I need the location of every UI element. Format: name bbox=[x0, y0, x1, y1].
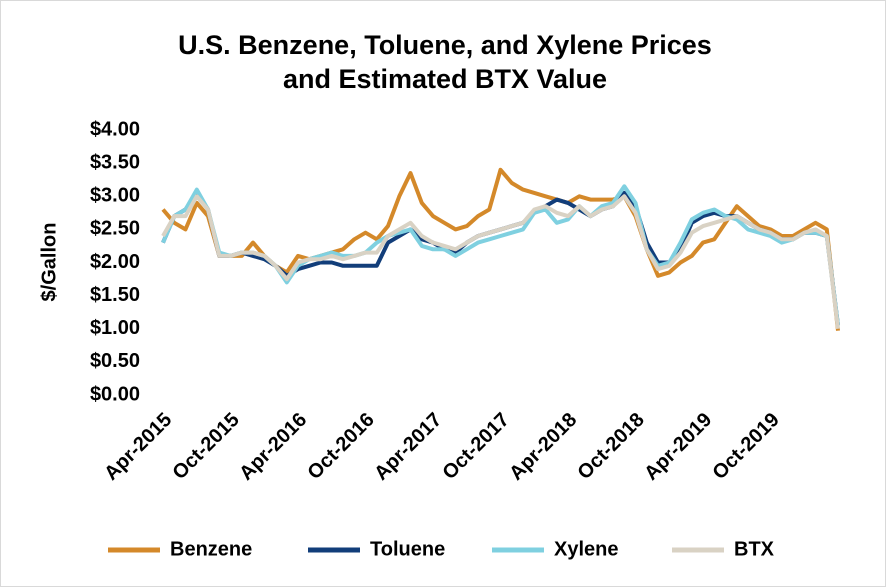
y-tick-label: $3.00 bbox=[90, 185, 140, 207]
y-tick-label: $0.00 bbox=[90, 383, 140, 405]
y-tick-label: $3.50 bbox=[90, 151, 140, 173]
y-tick-label: $4.00 bbox=[90, 118, 140, 140]
y-tick-label: $1.50 bbox=[90, 284, 140, 306]
legend-label: Benzene bbox=[170, 538, 252, 560]
y-tick-label: $1.00 bbox=[90, 317, 140, 339]
legend-label: BTX bbox=[734, 538, 775, 560]
chart-title: U.S. Benzene, Toluene, and Xylene Prices bbox=[178, 30, 712, 60]
y-tick-label: $0.50 bbox=[90, 350, 140, 372]
series-line bbox=[161, 194, 840, 330]
chart-title: and Estimated BTX Value bbox=[283, 64, 607, 94]
legend-label: Toluene bbox=[370, 538, 445, 560]
y-axis-label: $/Gallon bbox=[38, 223, 60, 302]
legend-label: Xylene bbox=[554, 538, 618, 560]
y-tick-label: $2.50 bbox=[90, 218, 140, 240]
y-tick-label: $2.00 bbox=[90, 251, 140, 273]
